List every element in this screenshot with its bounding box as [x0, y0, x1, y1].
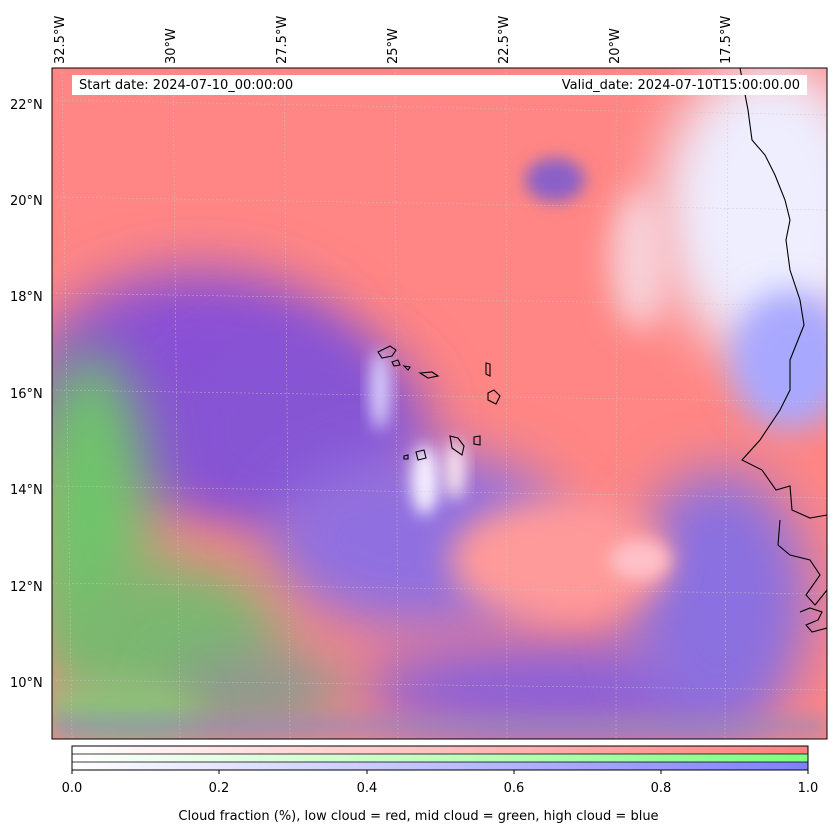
lon-label: 25°W [386, 28, 401, 64]
island-sao-vicente [391, 359, 401, 367]
coastlines [377, 68, 827, 633]
colorbar-tick-label: 0.6 [503, 781, 525, 796]
lat-label: 16°N [10, 387, 43, 402]
senegal-coast [777, 519, 827, 606]
colorbar-tick-label: 0.2 [208, 781, 230, 796]
lat-label: 18°N [10, 290, 43, 305]
lat-label: 20°N [10, 194, 43, 209]
lat-label: 12°N [10, 580, 43, 595]
island-boa-vista [487, 389, 501, 405]
colorbar-caption: Cloud fraction (%), low cloud = red, mid… [178, 809, 659, 824]
cloud-field [52, 68, 827, 739]
colorbar-tick-label: 1.0 [797, 781, 819, 796]
island-santo-antao [377, 345, 397, 359]
info-bar [72, 75, 807, 95]
guinea-bissau-coast [799, 607, 827, 633]
lon-label: 20°W [608, 28, 623, 64]
lon-label: 30°W [164, 28, 179, 64]
island-sao-nicolau [402, 365, 440, 379]
lon-label: 22.5°W [497, 15, 512, 64]
island-sal [485, 362, 491, 377]
lat-label: 10°N [10, 676, 43, 691]
colorbar-mid-cloud [72, 754, 808, 762]
island-santiago [449, 435, 465, 456]
island-maio [473, 435, 481, 446]
colorbar-high-cloud [72, 762, 808, 770]
valid-date-label: Valid_date: 2024-07-10T15:00:00.00 [561, 78, 800, 93]
colorbar [71, 745, 809, 774]
island-brava [403, 454, 409, 460]
island-fogo [415, 449, 427, 461]
colorbar-tick-label: 0.4 [356, 781, 378, 796]
colorbar-tick-label: 0.8 [650, 781, 672, 796]
map-frame [51, 67, 828, 740]
lat-label: 22°N [10, 98, 43, 113]
lon-label: 27.5°W [275, 15, 290, 64]
africa-coastline [739, 68, 827, 519]
colorbar-low-cloud [72, 746, 808, 754]
start-date-label: Start date: 2024-07-10_00:00:00 [79, 78, 294, 93]
lon-label: 17.5°W [719, 15, 734, 64]
colorbar-tick-label: 0.0 [61, 781, 83, 796]
gridlines [52, 68, 827, 739]
lat-label: 14°N [10, 483, 43, 498]
lon-label: 32.5°W [53, 15, 68, 64]
